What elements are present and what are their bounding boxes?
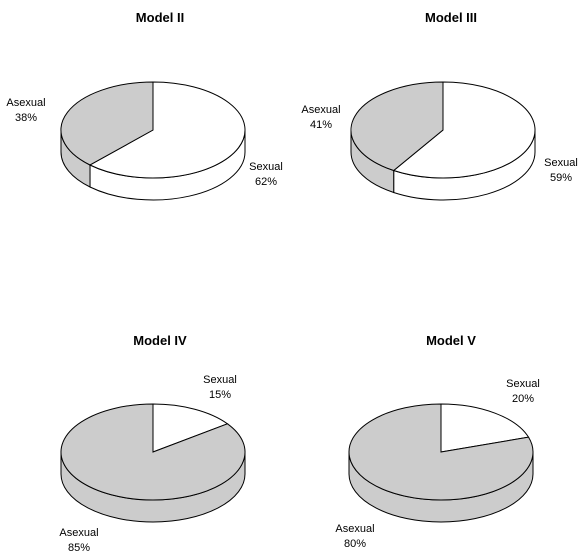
pie-slice-asexual: [350, 81, 444, 172]
slice-percentage: 59%: [550, 172, 572, 184]
pie-chart-2: Model III Sexual 59% Asexual 41%: [301, 10, 578, 201]
slice-label-asexual: Asexual 80%: [335, 523, 374, 550]
pie-slice-sexual: [392, 81, 536, 179]
slice-label-sexual: Sexual 59%: [544, 157, 578, 184]
chart-title: Model IV: [133, 333, 187, 348]
pie-slice-sexual: [440, 403, 530, 453]
chart-title: Model II: [136, 10, 184, 25]
chart-title: Model V: [426, 333, 476, 348]
slice-category: Sexual: [249, 161, 283, 173]
slice-label-sexual: Sexual 15%: [203, 374, 237, 401]
chart-title: Model III: [425, 10, 477, 25]
pie-slice-asexual: [60, 81, 154, 166]
slice-category: Asexual: [59, 527, 98, 539]
slice-category: Asexual: [335, 523, 374, 535]
slice-category: Sexual: [506, 378, 540, 390]
slice-label-sexual: Sexual 62%: [249, 161, 283, 188]
pie-slice-sexual: [152, 403, 229, 453]
slice-percentage: 85%: [68, 542, 90, 554]
slice-category: Asexual: [6, 97, 45, 109]
pie-slice-sexual: [88, 81, 246, 179]
slice-percentage: 62%: [255, 176, 277, 188]
pie-slice-asexual: [348, 403, 534, 501]
slice-percentage: 15%: [209, 389, 231, 401]
slice-label-asexual: Asexual 85%: [59, 527, 98, 554]
pie-chart-1: Model II Sexual 62% Asexual 38%: [6, 10, 283, 201]
slice-category: Asexual: [301, 104, 340, 116]
slice-label-asexual: Asexual 38%: [6, 97, 45, 124]
slice-percentage: 38%: [15, 112, 37, 124]
pie-chart-3: Model IV Sexual 15% Asexual 85%: [59, 333, 246, 554]
slice-category: Sexual: [203, 374, 237, 386]
slice-category: Sexual: [544, 157, 578, 169]
slice-percentage: 80%: [344, 538, 366, 550]
slice-percentage: 20%: [512, 393, 534, 405]
slice-percentage: 41%: [310, 119, 332, 131]
pie-chart-4: Model V Sexual 20% Asexual 80%: [335, 333, 539, 550]
slice-label-asexual: Asexual 41%: [301, 104, 340, 131]
pie-slice-asexual: [60, 403, 246, 501]
slice-label-sexual: Sexual 20%: [506, 378, 540, 405]
